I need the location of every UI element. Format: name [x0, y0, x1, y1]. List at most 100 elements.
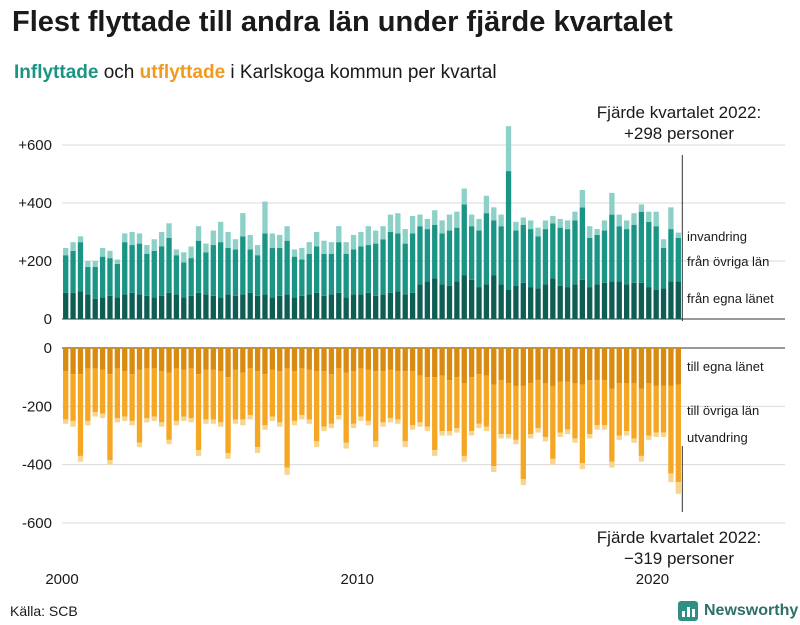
- outflow-bar-utvandring: [158, 422, 165, 427]
- outflow-bar-ovriga: [461, 383, 467, 456]
- outflow-bar-utvandring: [203, 419, 209, 424]
- outflow-bar-ovriga: [402, 371, 408, 442]
- inflow-bar-egna: [491, 275, 497, 319]
- outflow-bar-egna: [439, 348, 445, 376]
- inflow-bar-invandring: [70, 242, 76, 251]
- outflow-bar-ovriga: [609, 388, 615, 462]
- inflow-bar-ovriga: [424, 229, 431, 282]
- inflow-bar-invandring: [520, 217, 526, 225]
- outflow-bar-egna: [498, 348, 504, 381]
- outflow-bar-utvandring: [262, 425, 268, 430]
- outflow-bar-ovriga: [660, 385, 667, 433]
- inflow-bar-egna: [373, 295, 379, 319]
- inflow-bar-invandring: [395, 213, 401, 234]
- outflow-bar-utvandring: [579, 463, 586, 470]
- outflow-bar-egna: [306, 348, 312, 370]
- newsworthy-logo[interactable]: Newsworthy: [678, 601, 798, 621]
- inflow-bar-invandring: [454, 211, 460, 228]
- logo-name: Newsworthy: [704, 602, 799, 619]
- outflow-bar-egna: [675, 348, 681, 385]
- outflow-bar-utvandring: [461, 455, 467, 462]
- outflow-bar-ovriga: [240, 372, 246, 420]
- outflow-bar-ovriga: [232, 369, 239, 420]
- outflow-bar-utvandring: [107, 460, 113, 465]
- inflow-bar-egna: [542, 284, 549, 319]
- inflow-bar-egna: [439, 284, 445, 319]
- inflow-bar-egna: [520, 282, 526, 319]
- inflow-bar-invandring: [77, 236, 84, 243]
- outflow-bar-egna: [166, 348, 172, 373]
- outflow-y-tick-label: -400: [22, 457, 52, 474]
- outflow-bar-egna: [122, 348, 128, 372]
- outflow-bar-egna: [668, 348, 674, 386]
- inflow-bar-invandring: [262, 201, 268, 234]
- outflow-y-tick-label: 0: [44, 340, 52, 357]
- inflow-bar-ovriga: [240, 236, 246, 295]
- outflow-bar-egna: [158, 348, 165, 372]
- outflow-bar-ovriga: [77, 374, 84, 456]
- outflow-bar-utvandring: [587, 434, 593, 439]
- inflow-bar-egna: [195, 292, 202, 319]
- inflow-bar-invandring: [365, 226, 371, 246]
- outflow-bar-utvandring: [336, 415, 342, 420]
- inflow-bar-egna: [446, 285, 453, 319]
- inflow-bar-ovriga: [262, 233, 268, 295]
- inflow-bar-ovriga: [609, 214, 615, 282]
- outflow-bar-ovriga: [254, 371, 261, 448]
- outflow-bar-utvandring: [528, 434, 534, 439]
- outflow-bar-ovriga: [528, 383, 534, 435]
- outflow-bar-egna: [660, 348, 667, 386]
- inflow-y-tick-label: +200: [18, 253, 52, 270]
- outflow-bar-utvandring: [277, 422, 283, 427]
- outflow-bar-egna: [564, 348, 571, 382]
- inflow-bar-invandring: [491, 207, 497, 221]
- inflow-bar-ovriga: [203, 252, 209, 295]
- inflow-bar-invandring: [269, 233, 276, 248]
- inflow-bar-ovriga: [535, 236, 541, 289]
- inflow-bar-invandring: [122, 233, 128, 243]
- inflow-bar-egna: [225, 294, 231, 319]
- outflow-bar-utvandring: [468, 431, 475, 436]
- outflow-bar-ovriga: [262, 374, 268, 426]
- inflow-bar-invandring: [579, 189, 586, 208]
- outflow-bar-ovriga: [365, 369, 371, 421]
- outflow-bar-utvandring: [513, 439, 519, 445]
- outflow-bar-utvandring: [424, 426, 431, 432]
- inflow-bar-ovriga: [284, 240, 290, 295]
- chart-title: Flest flyttade till andra län under fjär…: [12, 6, 673, 38]
- outflow-bar-egna: [77, 348, 84, 375]
- inflow-bar-invandring: [535, 227, 541, 237]
- inflow-bar-invandring: [616, 214, 622, 227]
- inflow-bar-ovriga: [550, 223, 556, 279]
- outflow-bar-utvandring: [232, 419, 239, 424]
- inflow-bar-ovriga: [122, 242, 128, 295]
- inflow-bar-egna: [498, 284, 504, 319]
- inflow-bar-egna: [158, 295, 165, 319]
- inflow-bar-ovriga: [520, 224, 526, 283]
- outflow-bar-ovriga: [424, 377, 431, 427]
- outflow-bar-ovriga: [99, 369, 106, 414]
- outflow-bar-egna: [409, 348, 416, 372]
- outflow-bar-egna: [623, 348, 630, 383]
- outflow-bar-egna: [114, 348, 121, 369]
- inflow-bar-egna: [284, 294, 290, 319]
- inflow-bar-invandring: [660, 239, 667, 248]
- outflow-bar-utvandring: [99, 413, 106, 419]
- inflow-bar-ovriga: [675, 237, 681, 282]
- inflow-bar-invandring: [240, 213, 246, 237]
- outflow-bar-egna: [358, 348, 364, 369]
- inflow-bar-invandring: [336, 226, 342, 243]
- outflow-bar-utvandring: [210, 419, 216, 424]
- outflow-bar-utvandring: [572, 438, 578, 443]
- inflow-bar-invandring: [483, 195, 490, 214]
- annotation-top-line1: Fjärde kvartalet 2022:: [596, 103, 762, 122]
- inflow-bar-egna: [63, 292, 69, 319]
- inflow-bar-egna: [395, 291, 401, 319]
- inflow-bar-egna: [365, 292, 371, 319]
- inflow-bar-egna: [601, 282, 608, 319]
- outflow-bar-utvandring: [409, 425, 416, 430]
- outflow-bar-egna: [513, 348, 519, 386]
- inflow-bar-egna: [631, 282, 637, 319]
- inflow-bar-egna: [424, 281, 431, 319]
- outflow-bar-utvandring: [365, 420, 371, 426]
